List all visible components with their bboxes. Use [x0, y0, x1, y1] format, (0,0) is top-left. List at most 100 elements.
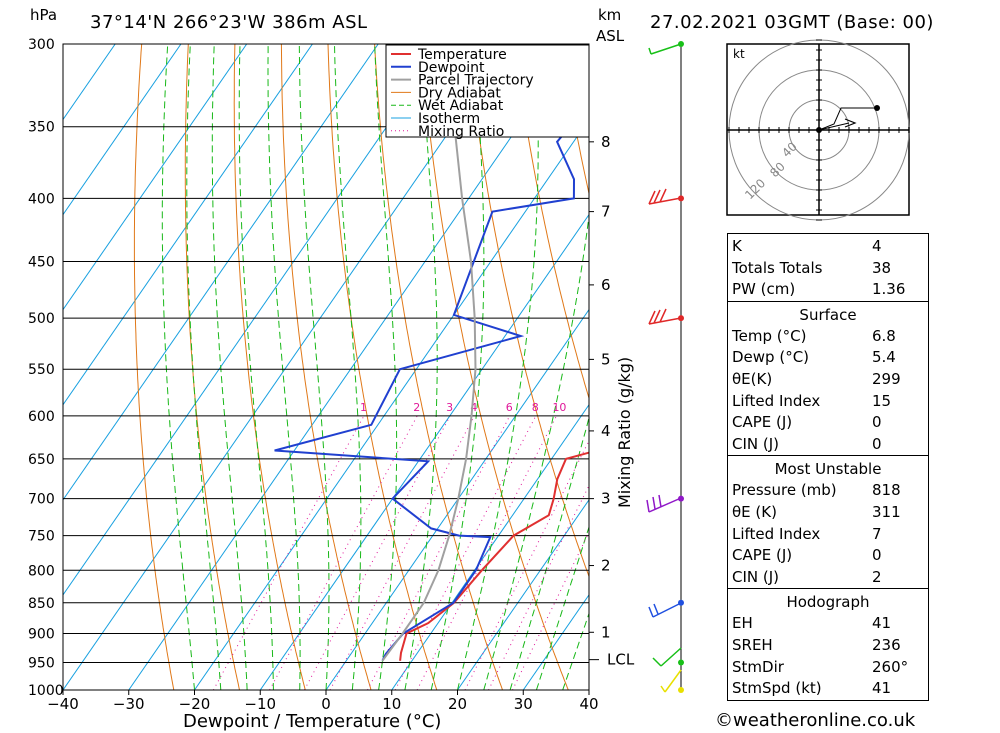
index-row: Dewp (°C) 5.4 [732, 347, 924, 369]
pressure-tick-label: 700 [28, 492, 55, 508]
storm-motion-vector [818, 122, 850, 131]
mixing-ratio-label: 3 [446, 401, 453, 414]
pressure-tick-label: 450 [28, 255, 55, 271]
pressure-tick-label: 750 [28, 529, 55, 545]
wind-barb [648, 308, 682, 325]
station-coordinates: 37°14'N 266°23'W 386m ASL [90, 12, 368, 33]
index-label: θE (K) [732, 502, 777, 521]
x-tick-label: 0 [321, 695, 331, 713]
height-tick-label: 4 [601, 422, 611, 440]
index-label: EH [732, 614, 753, 633]
pressure-tick-label: 800 [28, 563, 55, 579]
index-section-title: Most Unstable [774, 460, 882, 479]
temperature-line [399, 451, 589, 661]
dry-adiabat-line [928, 26, 1000, 690]
index-value: 41 [872, 679, 892, 698]
index-value: 0 [872, 413, 882, 432]
wet-adiabat-line [483, 212, 589, 690]
wet-adiabat-line [509, 415, 589, 690]
index-value: 15 [872, 391, 892, 410]
indices-most-unstable: Most Unstable Pressure (mb) 818 θE (K) 311 Li… [728, 456, 928, 590]
index-value: 311 [872, 502, 901, 521]
index-value: 299 [872, 369, 901, 388]
index-row: Pressure (mb) 818 [732, 480, 924, 502]
index-row: StmDir 260° [732, 657, 924, 679]
index-value: 2 [872, 567, 882, 586]
isotherm-line [63, 44, 379, 501]
index-label: CAPE (J) [732, 546, 793, 565]
index-label: SREH [732, 635, 773, 654]
x-tick-label: −20 [179, 695, 211, 713]
site-credit: ©weatheronline.co.uk [715, 710, 916, 731]
wet-adiabat-line [238, 44, 274, 690]
index-value: 6.8 [872, 326, 896, 345]
wind-profile [646, 41, 684, 693]
dry-adiabat-line [513, 44, 589, 400]
pressure-tick-label: 400 [28, 191, 55, 207]
dry-adiabat-line [420, 44, 569, 690]
isotherm-line [63, 44, 445, 596]
index-row: CAPE (J) 0 [732, 412, 924, 434]
isotherm-line [391, 403, 589, 690]
index-label: Pressure (mb) [732, 481, 837, 500]
wind-barb [660, 669, 682, 693]
index-row: CAPE (J) 0 [732, 545, 924, 567]
pressure-tick-label: 600 [28, 409, 55, 425]
index-section-title: Hodograph [786, 593, 870, 612]
axes: 3003504004505005506006507007508008509009… [28, 37, 635, 713]
x-tick-label: 40 [579, 695, 598, 713]
indices-hodograph: Hodograph EH 41 SREH 236 StmDir 260° StmSpd (kt… [728, 589, 928, 699]
index-label: θE(K) [732, 369, 773, 388]
wet-adiabat-line [298, 44, 330, 690]
mixing-ratio-label: 4 [470, 401, 477, 414]
index-row: Temp (°C) 6.8 [732, 326, 924, 348]
asl-unit-label: ASL [596, 27, 625, 45]
isotherm-line [63, 44, 248, 311]
pressure-tick-label: 500 [28, 311, 55, 327]
x-tick-label: 10 [382, 695, 401, 713]
index-row: Lifted Index 15 [732, 391, 924, 413]
index-label: PW (cm) [732, 280, 796, 299]
isotherm-line [128, 44, 576, 690]
height-tick-label: 6 [601, 276, 611, 294]
mixing-ratio-label: 25 [642, 401, 656, 414]
height-tick-label: 3 [601, 490, 611, 508]
wet-adiabat-line [535, 525, 589, 690]
legend-label: Dry Adiabat [418, 85, 501, 101]
pressure-tick-label: 300 [28, 37, 55, 53]
index-value: 236 [872, 635, 901, 654]
x-tick-label: −40 [47, 695, 79, 713]
x-tick-label: −10 [244, 695, 276, 713]
legend-label: Mixing Ratio [418, 124, 504, 140]
mixing-ratio-label: 10 [552, 401, 566, 414]
pressure-tick-label: 850 [28, 596, 55, 612]
index-label: CIN (J) [732, 434, 780, 453]
mixing-ratio-label: 6 [506, 401, 513, 414]
isotherm-line [63, 44, 182, 216]
pressure-tick-label: 950 [28, 655, 55, 671]
lcl-label: LCL [607, 651, 635, 669]
wind-barb [646, 494, 682, 513]
mixing-ratio-label: 16 [598, 401, 612, 414]
isotherm-line [194, 118, 589, 690]
mixing-ratio-label: 1 [360, 401, 367, 414]
index-label: Lifted Index [732, 391, 821, 410]
dry-adiabat-line [133, 44, 175, 690]
wet-adiabat-line [334, 44, 362, 690]
index-row: CIN (J) 2 [732, 567, 924, 589]
wind-barb [652, 647, 682, 667]
mixing-ratio-label: 2 [413, 401, 420, 414]
x-tick-label: 20 [448, 695, 467, 713]
mixing-ratio-label: 8 [532, 401, 539, 414]
pressure-tick-label: 550 [28, 362, 55, 378]
index-label: K [732, 237, 742, 255]
hodograph-top-point [874, 105, 880, 111]
pressure-tick-label: 650 [28, 452, 55, 468]
isotherm-line [325, 308, 589, 690]
wet-adiabat-line [186, 44, 222, 690]
height-tick-label: 1 [601, 623, 611, 641]
x-axis-title: Dewpoint / Temperature (°C) [183, 711, 441, 732]
wet-adiabat-line [211, 44, 248, 690]
